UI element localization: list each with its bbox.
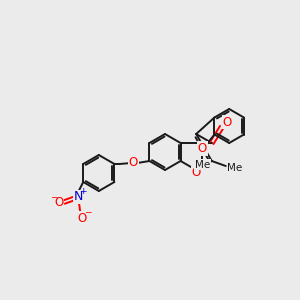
Text: O: O — [222, 116, 231, 128]
Text: O: O — [192, 167, 201, 179]
Text: N: N — [74, 190, 83, 203]
Text: −: − — [50, 193, 58, 202]
Text: +: + — [80, 188, 87, 196]
Text: Me: Me — [195, 160, 210, 170]
Text: −: − — [85, 208, 92, 217]
Text: Me: Me — [227, 163, 242, 173]
Text: O: O — [129, 155, 138, 169]
Text: O: O — [78, 212, 87, 224]
Text: O: O — [55, 196, 64, 209]
Text: O: O — [198, 142, 207, 155]
